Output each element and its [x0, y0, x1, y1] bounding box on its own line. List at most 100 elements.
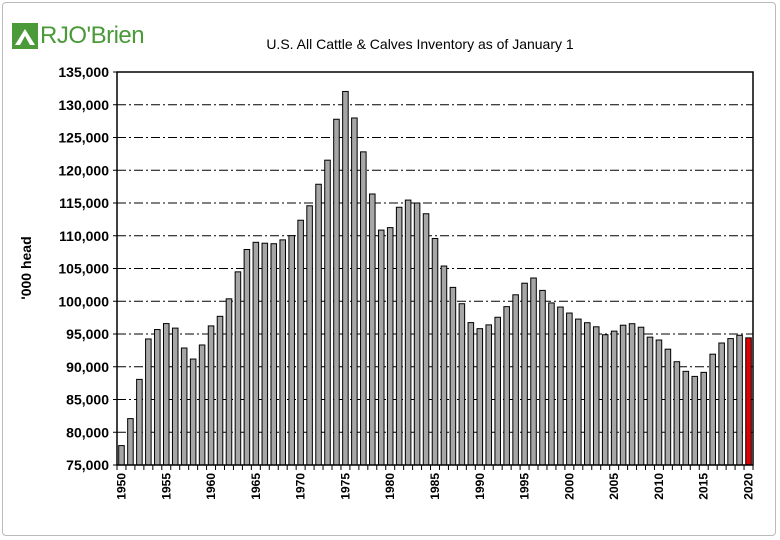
x-tick-label: 2020 [742, 473, 756, 500]
bar-1953 [145, 338, 152, 466]
bar-1995 [521, 282, 528, 466]
bar-1956 [171, 327, 179, 466]
bar-1955 [162, 323, 170, 466]
bar-2019 [736, 334, 743, 466]
bar-2006 [619, 324, 627, 466]
bar-2004 [601, 334, 609, 466]
y-tick-label: 125,000 [58, 130, 109, 146]
bar-1996 [530, 277, 537, 466]
bar-2008 [637, 326, 645, 466]
chart-title: U.S. All Cattle & Calves Inventory as of… [266, 36, 574, 52]
x-tick-label: 1980 [383, 473, 397, 500]
bar-1984 [422, 213, 430, 466]
bar-1967 [270, 243, 278, 466]
x-tick-label: 1985 [428, 473, 442, 500]
y-tick-label: 115,000 [59, 195, 109, 211]
logo-text: RJO'Brien [40, 22, 145, 49]
y-tick-label: 135,000 [58, 64, 109, 80]
bar-2017 [718, 342, 725, 466]
y-tick-label: 85,000 [66, 392, 109, 408]
x-tick-label: 1950 [114, 473, 128, 500]
bar-1960 [207, 325, 215, 466]
bar-1979 [377, 229, 385, 466]
bar-2016 [709, 353, 716, 466]
bar-1951 [127, 418, 134, 466]
bar-1950 [118, 445, 125, 466]
bar-2005 [610, 330, 618, 466]
bar-2010 [655, 339, 663, 466]
x-tick-label: 1955 [159, 473, 173, 500]
bar-2011 [664, 348, 672, 466]
plot-border [116, 71, 754, 466]
y-tick-label: 75,000 [66, 457, 109, 473]
y-tick-label: 80,000 [66, 424, 109, 440]
bar-1987 [449, 286, 457, 466]
bar-1968 [279, 239, 286, 466]
x-tick-label: 1975 [338, 473, 352, 500]
x-tick-label: 2015 [697, 473, 711, 500]
bar-1972 [315, 183, 322, 466]
bar-1998 [548, 302, 555, 466]
bar-1952 [136, 378, 143, 466]
bar-2020 [745, 337, 752, 466]
bar-1985 [431, 237, 439, 466]
x-tick-label: 2010 [652, 473, 666, 500]
y-tick-label: 100,000 [58, 293, 109, 309]
bar-1977 [360, 151, 367, 466]
logo-mark-icon [12, 23, 38, 49]
bar-2002 [584, 322, 591, 466]
bar-1990 [476, 328, 484, 466]
bar-1989 [467, 322, 475, 466]
x-tick-label: 1965 [249, 473, 263, 500]
bar-1980 [386, 227, 394, 466]
bar-1970 [297, 219, 304, 466]
bar-1994 [512, 294, 519, 466]
bar-1997 [539, 289, 546, 466]
bar-2009 [646, 336, 654, 466]
bar-1958 [189, 358, 197, 466]
bar-1991 [485, 324, 493, 466]
bar-1966 [261, 242, 269, 466]
y-tick-label: 95,000 [66, 326, 109, 342]
bar-1981 [395, 206, 403, 466]
bar-1978 [369, 193, 376, 466]
bar-1961 [216, 315, 224, 466]
x-tick-label: 1990 [473, 473, 487, 500]
x-tick-label: 2005 [607, 473, 621, 500]
bar-2013 [682, 370, 690, 466]
bar-1986 [440, 265, 448, 466]
x-tick-label: 1960 [204, 473, 218, 500]
bar-2001 [575, 318, 582, 466]
y-tick-label: 110,000 [59, 228, 109, 244]
bar-1962 [225, 298, 233, 466]
x-tick-label: 1970 [294, 473, 308, 500]
bar-1993 [503, 306, 510, 466]
bar-1959 [198, 344, 206, 466]
logo: RJO'Brien [12, 22, 145, 50]
y-tick-label: 105,000 [58, 261, 109, 277]
bar-1982 [404, 199, 412, 466]
bar-1976 [351, 117, 358, 466]
bar-1974 [333, 118, 340, 466]
bar-2012 [673, 361, 681, 466]
bar-1973 [324, 159, 331, 466]
bar-1988 [458, 303, 466, 466]
bar-2000 [566, 312, 573, 466]
bar-1971 [306, 205, 313, 466]
x-tick-label: 2000 [562, 473, 576, 500]
bar-1999 [557, 306, 564, 466]
bar-2007 [628, 323, 636, 466]
bar-1975 [342, 90, 349, 466]
bar-2018 [727, 338, 734, 466]
y-tick-label: 90,000 [66, 359, 109, 375]
bar-2003 [592, 326, 600, 466]
bar-1964 [243, 248, 251, 466]
bar-1969 [288, 235, 295, 466]
bar-2015 [700, 371, 708, 466]
bar-1983 [413, 202, 421, 466]
y-tick-label: 120,000 [58, 162, 109, 178]
bar-1963 [234, 271, 242, 466]
bar-1965 [252, 241, 260, 466]
